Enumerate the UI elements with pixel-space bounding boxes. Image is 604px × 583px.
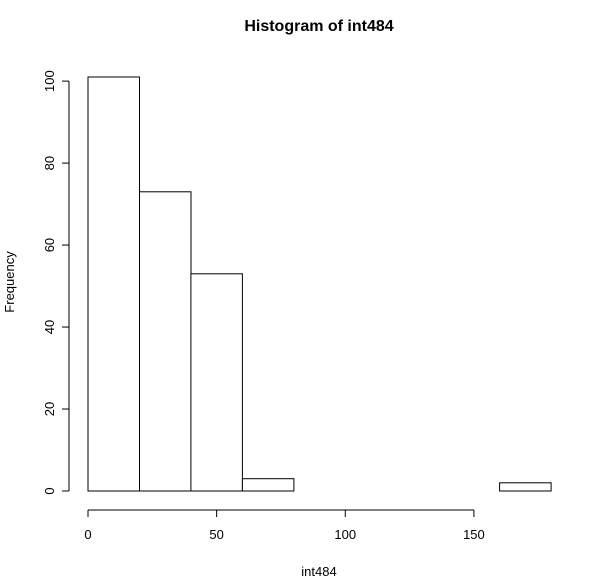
histogram-bar-20-40: [139, 191, 192, 492]
y-tick-label-20: 20: [42, 402, 57, 416]
x-tick-label-0: 0: [84, 527, 91, 542]
x-axis-label: int484: [301, 564, 336, 579]
x-tick-label-100: 100: [334, 527, 356, 542]
histogram-bar-160-180: [499, 482, 552, 492]
histogram-bar-60-80: [241, 478, 295, 492]
y-tick-label-100: 100: [42, 70, 57, 92]
y-tick-label-60: 60: [42, 238, 57, 252]
x-axis: 0 50 100 150: [84, 509, 485, 542]
histogram-bar-40-60: [190, 273, 243, 492]
chart-title: Histogram of int484: [244, 18, 393, 35]
histogram-bar-0-20: [87, 76, 140, 492]
x-tick-label-150: 150: [463, 527, 485, 542]
y-axis: 0 20 40 60 80 100: [42, 70, 70, 495]
y-tick-label-40: 40: [42, 320, 57, 334]
y-axis-label: Frequency: [2, 251, 17, 313]
y-tick-label-0: 0: [42, 487, 57, 494]
x-tick-label-50: 50: [209, 527, 223, 542]
y-tick-label-80: 80: [42, 156, 57, 170]
bars-group: [87, 76, 552, 492]
